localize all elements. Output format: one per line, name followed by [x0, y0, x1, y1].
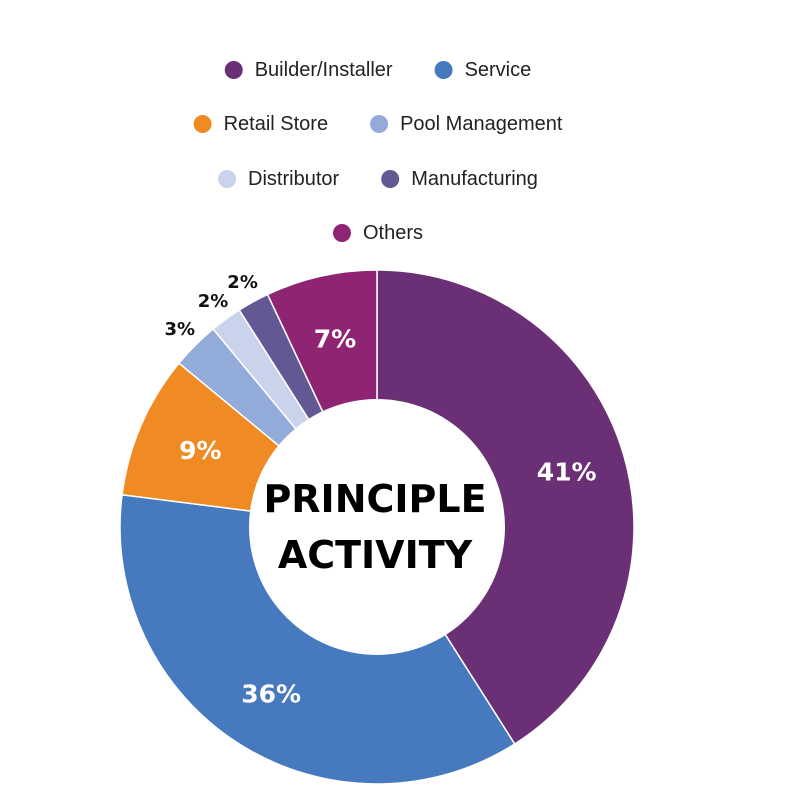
center-title-line-1: PRINCIPLE [263, 477, 486, 521]
legend-swatch-retail-store [193, 115, 212, 133]
legend-label-distributor: Distributor [248, 168, 339, 190]
legend-label-others: Others [363, 222, 423, 244]
slice-label-retail-store: 9% [179, 436, 221, 465]
legend-label-pool-management: Pool Management [400, 113, 563, 135]
chart-legend: Builder/Installer Service Retail Store Pool… [193, 59, 563, 244]
slice-labels: 41%36%9%3%2%2%7% [164, 272, 596, 708]
center-title-line-2: ACTIVITY [278, 533, 473, 577]
legend-item-builder-installer: Builder/Installer [224, 59, 393, 81]
legend-item-manufacturing: Manufacturing [381, 168, 538, 190]
legend-item-distributor: Distributor [218, 168, 340, 190]
slice-label-manufacturing: 2% [227, 272, 258, 293]
legend-label-retail-store: Retail Store [224, 113, 329, 135]
donut-hole [249, 399, 505, 655]
legend-swatch-pool-management [370, 115, 389, 133]
center-title: PRINCIPLE ACTIVITY [263, 477, 486, 577]
legend-label-manufacturing: Manufacturing [411, 168, 538, 190]
legend-swatch-builder-installer [224, 61, 243, 79]
legend-label-builder-installer: Builder/Installer [255, 59, 393, 81]
slice-label-builder-installer: 41% [537, 457, 597, 486]
legend-swatch-distributor [218, 170, 237, 188]
slice-label-others: 7% [314, 325, 356, 354]
legend-item-others: Others [332, 222, 423, 244]
slice-label-service: 36% [241, 679, 301, 708]
slice-label-pool-management: 3% [164, 319, 195, 340]
legend-swatch-service [434, 61, 453, 79]
legend-item-pool-management: Pool Management [370, 113, 563, 135]
legend-swatch-others [332, 224, 351, 242]
legend-swatch-manufacturing [381, 170, 400, 188]
legend-item-retail-store: Retail Store [193, 113, 329, 135]
legend-item-service: Service [434, 59, 532, 81]
slice-label-distributor: 2% [198, 291, 229, 312]
legend-label-service: Service [465, 59, 532, 81]
